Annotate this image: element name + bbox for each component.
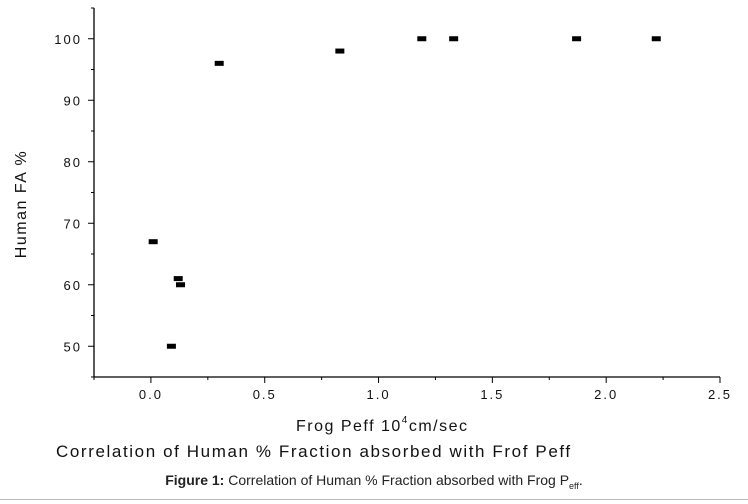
x-tick-label: 0.5 — [253, 387, 277, 402]
data-point — [449, 36, 459, 42]
figure-caption: Figure 1: Correlation of Human % Fractio… — [0, 472, 748, 491]
caption-label: Figure 1: — [165, 472, 225, 488]
x-tick-label: 2.0 — [594, 387, 618, 402]
y-tick-label: 70 — [64, 216, 82, 231]
axes: 0.0 0.5 1.0 1.5 2.0 2.5 50 60 70 80 90 100 — [54, 7, 732, 402]
data-point — [176, 282, 186, 288]
y-tick-label: 90 — [64, 93, 82, 108]
divider — [0, 499, 748, 500]
data-point — [651, 36, 661, 42]
data-point — [166, 343, 176, 349]
y-tick-label: 50 — [64, 339, 82, 354]
caption-text: Correlation of Human % Fraction absorbed… — [228, 472, 570, 488]
data-point — [214, 60, 224, 66]
data-point — [572, 36, 582, 42]
y-tick-label: 80 — [64, 155, 82, 170]
x-tick-label: 1.5 — [480, 387, 504, 402]
data-point — [417, 36, 427, 42]
data-point — [173, 276, 183, 282]
chart-title: Correlation of Human % Fraction absorbed… — [56, 442, 572, 461]
x-axis-title: Frog Peff 104cm/sec — [296, 415, 469, 435]
y-axis-title: Human FA % — [13, 150, 30, 258]
caption-end: . — [578, 472, 583, 488]
scatter-chart: 0.0 0.5 1.0 1.5 2.0 2.5 50 60 70 80 90 100 Frog Pef… — [13, 7, 732, 461]
x-tick-label: 0.0 — [139, 387, 163, 402]
y-tick-label: 100 — [54, 32, 82, 47]
data-point — [148, 239, 158, 245]
y-tick-label: 60 — [64, 278, 82, 293]
caption-subscript: eff — [569, 480, 579, 491]
x-tick-label: 1.0 — [367, 387, 391, 402]
data-point — [335, 48, 345, 54]
x-tick-label: 2.5 — [708, 387, 732, 402]
data-points — [148, 36, 661, 349]
